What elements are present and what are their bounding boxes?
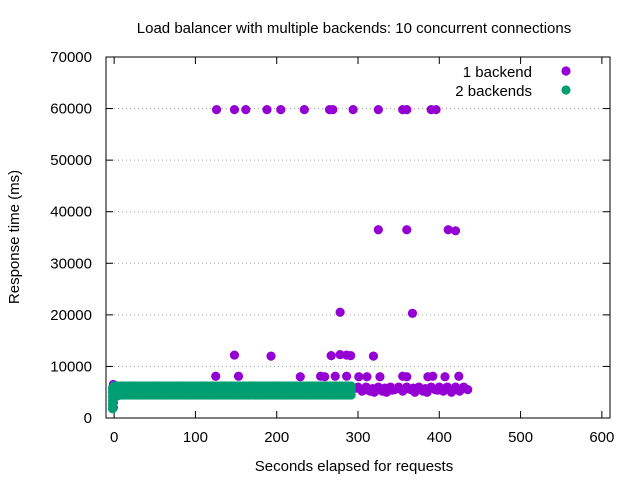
data-point-1-backend [457,384,467,394]
data-point-1-backend [407,308,418,318]
y-tick-label: 70000 [50,49,92,66]
data-point-1-backend [402,225,412,235]
data-point-1-backend [399,385,409,395]
data-point-1-backend [428,371,438,381]
data-point-1-backend [375,372,385,382]
data-point-1-backend [449,385,459,395]
y-tick-label: 0 [84,410,92,427]
data-point-1-backend [262,105,272,115]
y-axis-label: Response time (ms) [6,170,23,304]
axis-ticks: 0 10000 20000 30000 40000 50000 60000 70000 0 100… [50,49,614,446]
x-axis-label: Seconds elapsed for requests [255,458,453,475]
y-tick-label: 60000 [50,101,92,118]
data-point-1-backend [299,105,309,115]
x-tick-label: 300 [345,429,370,446]
legend: 1 backend 2 backends [455,64,571,100]
data-point-1-backend [229,105,240,115]
data-point-1-backend [433,385,443,395]
data-point-1-backend [373,225,383,235]
data-point-1-backend [362,372,372,382]
legend-marker-2-backends [561,85,571,95]
data-point-1-backend [348,105,358,115]
x-tick-label: 200 [264,429,289,446]
x-tick-label: 600 [589,429,614,446]
data-point-1-backend [346,350,356,361]
data-point-2-backends [346,390,356,400]
data-point-1-backend [380,383,390,393]
data-point-1-backend [342,371,352,381]
x-tick-label: 500 [508,429,533,446]
legend-label-1-backend: 1 backend [463,64,532,81]
x-tick-label: 400 [427,429,452,446]
data-points [107,105,473,414]
data-point-1-backend [440,372,450,382]
data-point-1-backend [326,350,336,361]
chart-title: Load balancer with multiple backends: 10… [137,20,571,37]
data-point-1-backend [211,371,221,381]
series-2-backends [107,381,356,414]
data-point-1-backend [450,226,461,236]
y-tick-label: 20000 [50,307,92,324]
data-point-1-backend [408,383,418,393]
data-point-1-backend [295,372,305,382]
data-point-1-backend [241,105,251,115]
data-point-1-backend [330,371,340,381]
data-point-1-backend [443,225,453,235]
data-point-2-backends [111,382,121,392]
plot-frame [105,56,611,419]
series-1-backend [108,105,473,413]
grid-lines [106,108,610,367]
data-point-1-backend [431,105,441,115]
data-point-1-backend [373,105,383,115]
y-tick-label: 10000 [50,358,92,375]
data-point-1-backend [402,372,412,382]
data-point-1-backend [420,384,431,394]
data-point-1-backend [368,351,379,361]
data-point-1-backend [402,105,412,115]
data-point-1-backend [392,384,402,394]
data-point-1-backend [266,351,276,361]
x-tick-label: 100 [183,429,208,446]
y-tick-label: 50000 [50,152,92,169]
legend-marker-1-backend [561,66,571,76]
data-point-1-backend [454,371,464,381]
legend-label-2-backends: 2 backends [455,83,532,100]
data-point-1-backend [354,372,364,382]
data-point-1-backend [211,105,222,115]
data-point-1-backend [276,105,286,115]
data-point-1-backend [441,383,451,393]
y-tick-label: 40000 [50,204,92,221]
data-point-1-backend [229,350,240,360]
y-tick-label: 30000 [50,255,92,272]
data-point-1-backend [233,371,244,381]
x-tick-label: 0 [110,429,118,446]
data-point-2-backends [111,391,122,401]
data-point-1-backend [328,105,338,115]
data-point-1-backend [320,372,330,382]
data-point-1-backend [335,307,345,317]
